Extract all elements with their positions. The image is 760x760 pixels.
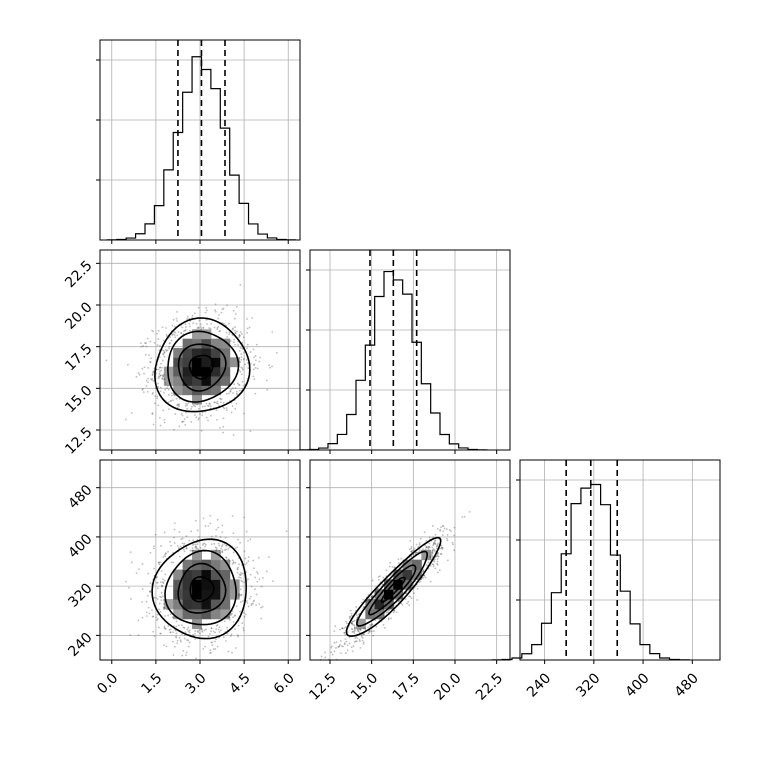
x-tick-label-1-4: 22.5	[473, 670, 506, 703]
x-tick-label-0-2: 3.0	[183, 670, 210, 697]
scatter-frame-2-1	[309, 459, 511, 661]
x-tick-label-1-1: 15.0	[348, 670, 381, 703]
histogram-panel-2	[491, 459, 721, 664]
y-tick-label-1-4: 22.5	[62, 258, 95, 291]
x-tick-label-1-3: 20.0	[431, 670, 464, 703]
scatter-panel-2-1	[306, 459, 511, 664]
contour-1-0-3	[154, 317, 251, 413]
histogram-grid-0	[100, 40, 300, 240]
scatter-grid-2-0	[100, 460, 300, 660]
contour-2-1-3	[345, 536, 442, 637]
y-tick-label-1-0: 12.5	[62, 424, 95, 457]
y-tick-label-2-3: 480	[65, 482, 95, 512]
scatter-plot-area-2-0	[100, 460, 300, 660]
y-tick-label-2-0: 240	[65, 630, 95, 660]
scatter-panel-1-0	[96, 249, 301, 454]
histogram-frame-2	[519, 459, 721, 661]
x-tick-label-1-0: 12.5	[306, 670, 339, 703]
x-tick-label-0-4: 6.0	[271, 670, 298, 697]
contour-2-1-2	[356, 550, 429, 627]
contour-2-1-0	[380, 576, 406, 603]
histogram-frame-1	[309, 249, 511, 451]
y-tick-label-1-3: 20.0	[62, 299, 95, 332]
contour-1-0-1	[177, 343, 227, 392]
x-tick-label-0-1: 1.5	[138, 670, 165, 697]
y-tick-label-1-2: 17.5	[62, 341, 95, 374]
contour-2-0-3	[151, 538, 248, 640]
scatter-panel-2-0	[96, 459, 301, 664]
contour-2-0-0	[189, 575, 215, 603]
y-tick-label-2-1: 320	[65, 580, 95, 610]
histogram-grid-1	[310, 250, 510, 450]
contour-2-0-1	[177, 562, 227, 614]
scatter-plot-area-1-0	[100, 250, 300, 450]
y-tick-label-1-1: 15.0	[62, 383, 95, 416]
histogram-panel-0	[96, 39, 301, 244]
contour-1-0-2	[167, 330, 240, 403]
scatter-plot-area-2-1	[310, 460, 510, 660]
contour-2-1-1	[368, 564, 417, 616]
contour-1-0-0	[188, 354, 214, 380]
x-tick-label-0-0: 0.0	[94, 670, 121, 697]
x-tick-label-2-0: 240	[524, 670, 554, 700]
histogram-steps-2	[491, 483, 690, 661]
x-tick-label-2-1: 320	[573, 670, 603, 700]
contour-2-0-2	[164, 549, 237, 626]
x-tick-label-1-2: 17.5	[390, 670, 423, 703]
histogram-grid-2	[520, 460, 720, 660]
scatter-grid-2-1	[310, 460, 510, 660]
histogram-panel-1	[299, 249, 511, 454]
x-tick-label-0-3: 4.5	[227, 670, 254, 697]
x-tick-label-2-3: 480	[672, 670, 702, 700]
y-tick-label-2-2: 400	[65, 531, 95, 561]
x-tick-label-2-2: 400	[622, 670, 652, 700]
